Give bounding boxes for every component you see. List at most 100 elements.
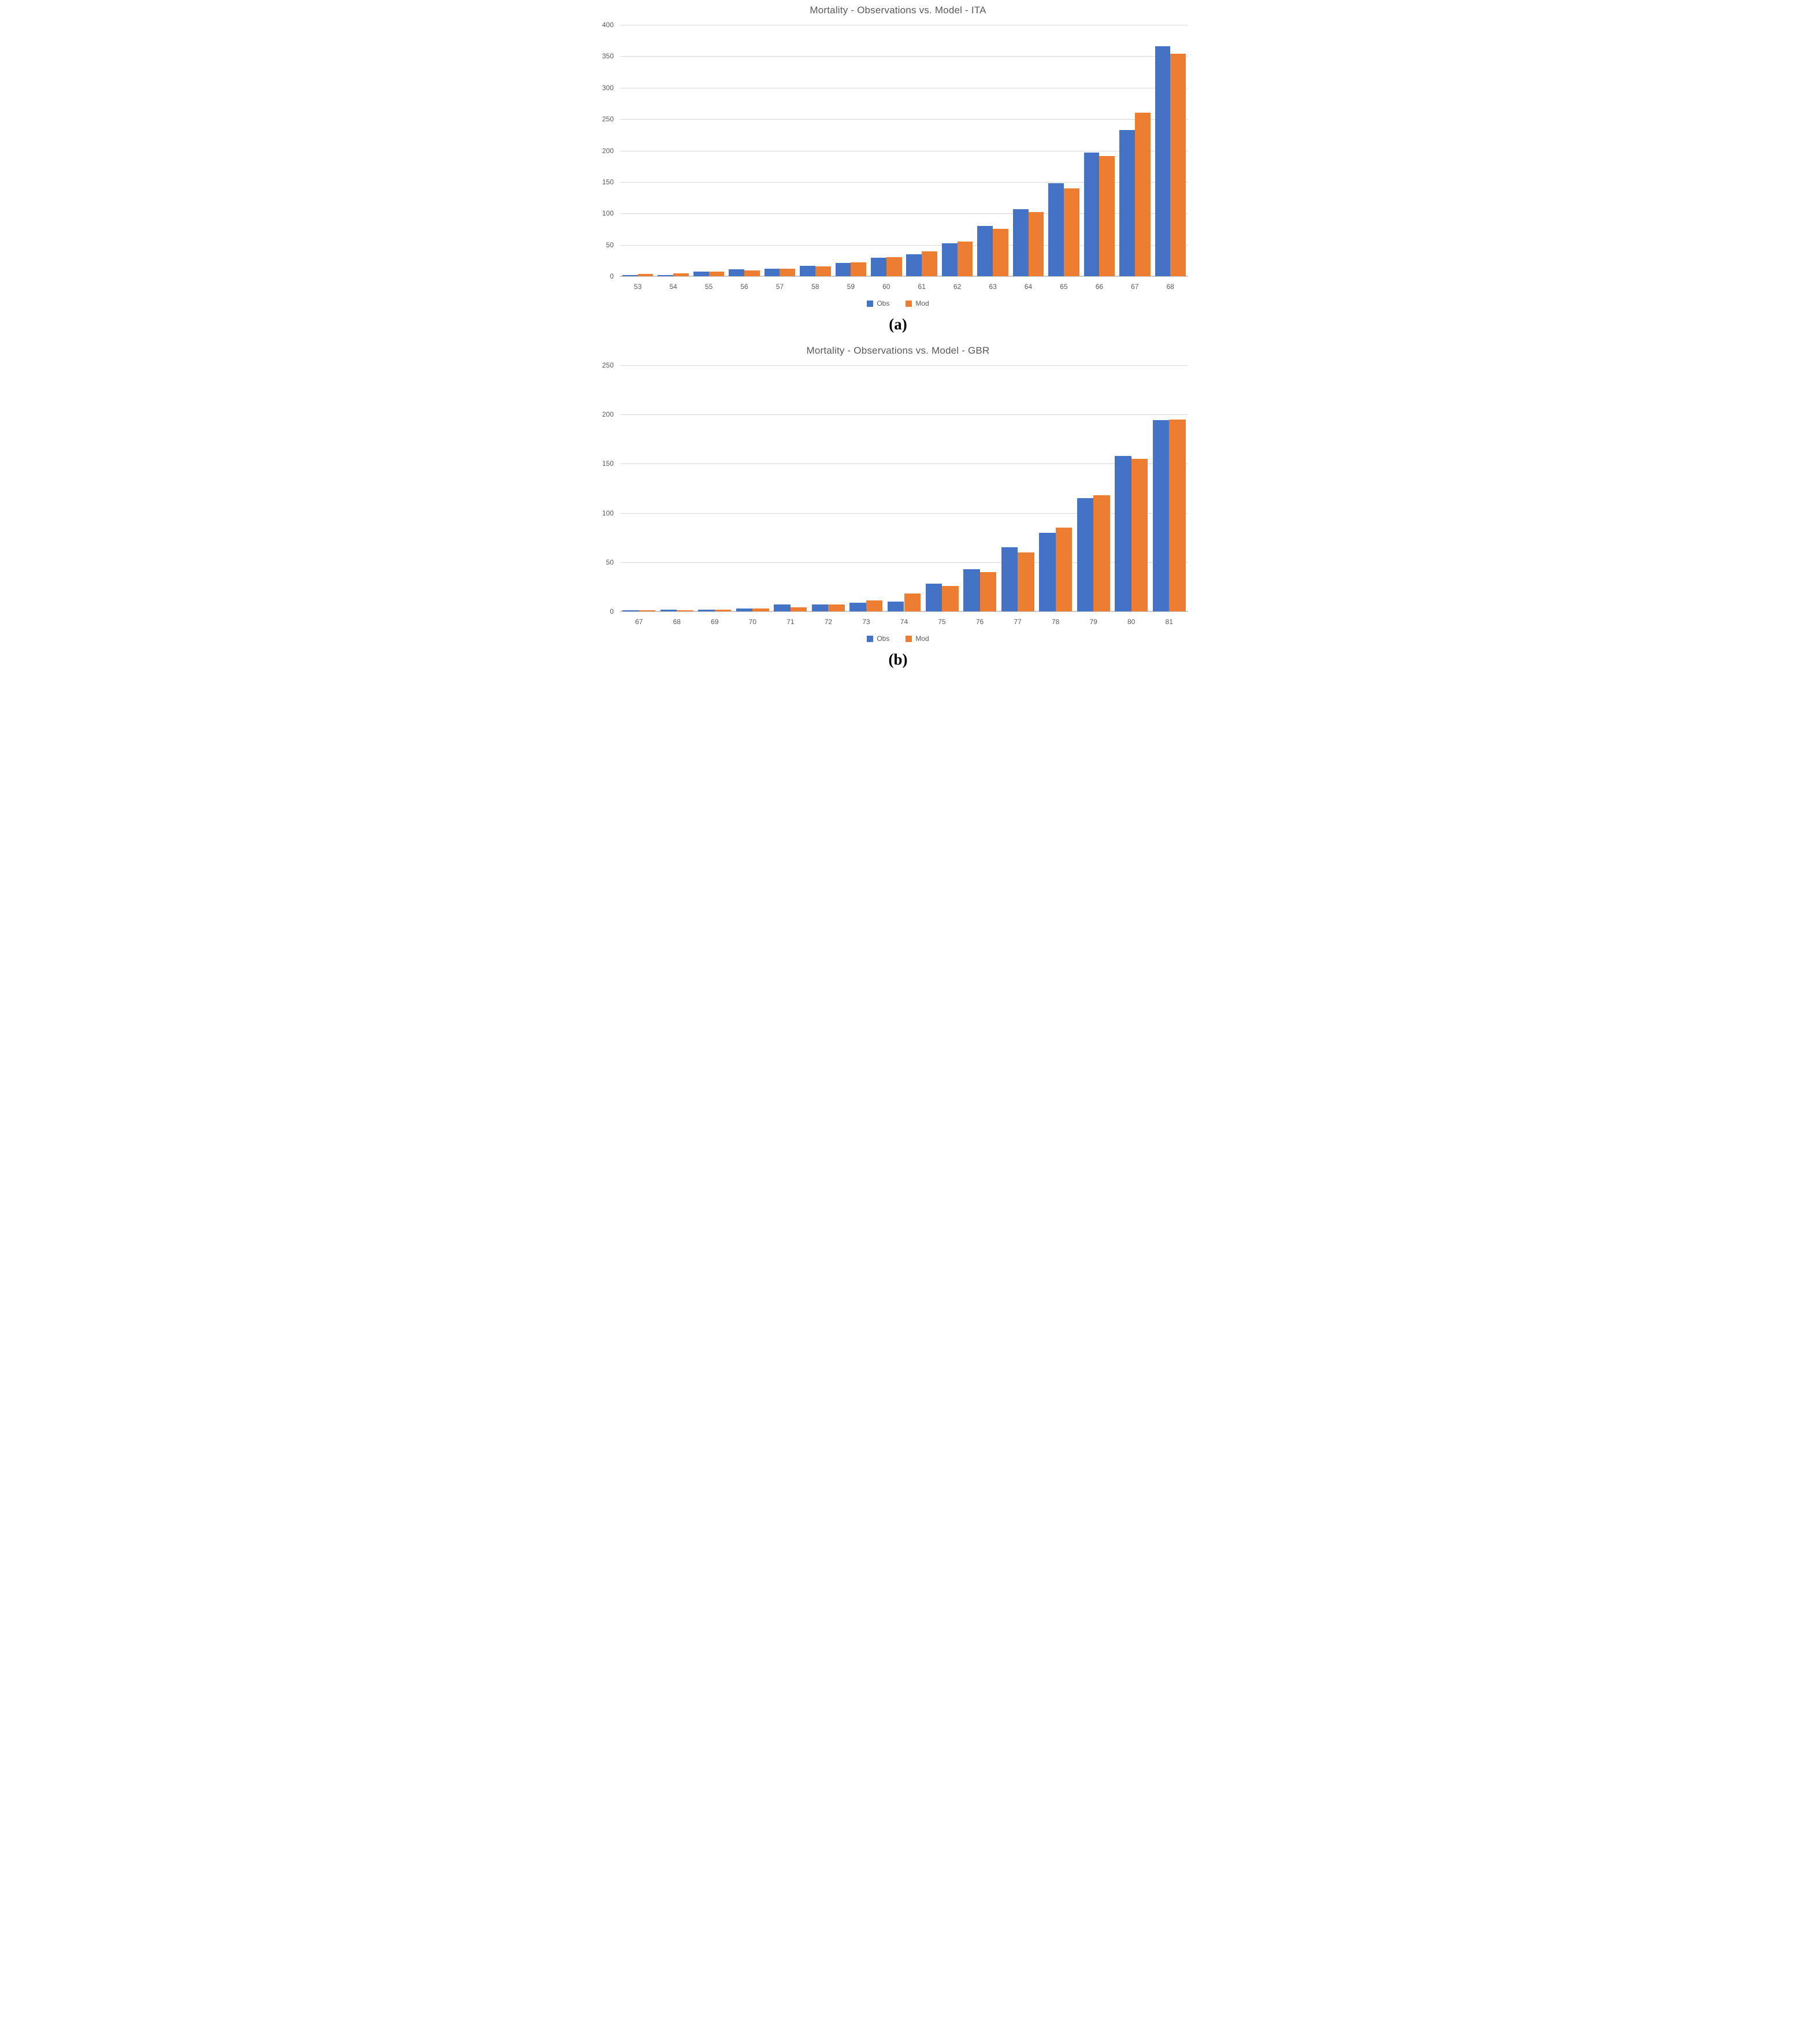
legend-item-mod: Mod xyxy=(906,299,929,307)
bar-obs-54 xyxy=(658,274,674,276)
x-axis-tick-label: 68 xyxy=(1166,283,1174,291)
bar-obs-55 xyxy=(693,272,709,276)
bar-mod-63 xyxy=(993,229,1008,276)
bar-mod-77 xyxy=(1018,552,1034,611)
figure-page: Mortality - Observations vs. Model - ITA… xyxy=(599,0,1197,681)
bar-mod-74 xyxy=(904,593,921,611)
x-axis-tick-label: 61 xyxy=(918,283,926,291)
x-axis-tick-label: 75 xyxy=(938,618,946,626)
legend-item-mod: Mod xyxy=(906,635,929,643)
x-axis-tick-label: 78 xyxy=(1051,618,1060,626)
legend-swatch-obs xyxy=(867,300,874,307)
x-axis-tick-label: 66 xyxy=(1095,283,1104,291)
bar-mod-60 xyxy=(886,257,902,276)
x-axis-tick-label: 57 xyxy=(775,283,784,291)
y-axis-tick-label: 0 xyxy=(610,607,614,615)
bar-obs-76 xyxy=(963,569,980,611)
x-axis-tick-label: 53 xyxy=(634,283,642,291)
x-axis-tick-label: 67 xyxy=(635,618,643,626)
bar-obs-67 xyxy=(1119,129,1135,276)
legend-item-obs: Obs xyxy=(867,635,889,643)
y-axis-tick-label: 150 xyxy=(602,459,614,468)
bar-mod-57 xyxy=(780,268,796,276)
bar-mod-70 xyxy=(752,608,769,611)
y-axis-tick-label: 250 xyxy=(602,115,614,124)
legend-ita: Obs Mod xyxy=(599,299,1197,307)
chart-title-ita: Mortality - Observations vs. Model - ITA xyxy=(810,5,986,16)
subfigure-label-a: (a) xyxy=(889,316,907,333)
chart-gbr-section: Mortality - Observations vs. Model - GBR… xyxy=(599,333,1197,669)
x-axis-tick-label: 67 xyxy=(1131,283,1139,291)
gridline xyxy=(620,56,1188,57)
bar-obs-77 xyxy=(1001,547,1018,611)
bar-obs-65 xyxy=(1048,183,1064,276)
bar-mod-53 xyxy=(637,273,654,276)
bar-obs-73 xyxy=(849,602,866,611)
gridline xyxy=(620,119,1188,120)
bar-obs-62 xyxy=(941,243,958,276)
x-axis-tick-label: 64 xyxy=(1024,283,1033,291)
bar-obs-66 xyxy=(1083,152,1100,276)
bar-obs-68 xyxy=(1155,46,1171,276)
bar-obs-69 xyxy=(698,609,715,611)
bar-mod-62 xyxy=(957,242,973,276)
x-axis-tick-label: 56 xyxy=(740,283,748,291)
gridline xyxy=(620,213,1188,214)
x-axis-tick-label: 79 xyxy=(1089,618,1097,626)
legend-item-obs: Obs xyxy=(867,299,889,307)
bar-mod-61 xyxy=(922,251,937,276)
x-axis-tick-label: 81 xyxy=(1165,618,1173,626)
bar-obs-80 xyxy=(1115,455,1131,611)
y-axis-tick-label: 300 xyxy=(602,83,614,92)
bar-obs-72 xyxy=(811,604,829,611)
bar-obs-64 xyxy=(1012,209,1029,276)
bar-obs-79 xyxy=(1077,498,1094,611)
y-axis-tick-label: 50 xyxy=(606,558,614,566)
x-axis-tick-label: 55 xyxy=(704,283,713,291)
bar-mod-73 xyxy=(866,600,883,611)
x-axis-tick-label: 63 xyxy=(989,283,997,291)
gridline xyxy=(620,562,1188,563)
bar-obs-75 xyxy=(925,584,942,611)
bar-obs-61 xyxy=(906,254,922,276)
x-axis-tick-label: 54 xyxy=(669,283,677,291)
x-axis-tick-label: 76 xyxy=(975,618,984,626)
bar-mod-78 xyxy=(1055,528,1073,611)
gridline xyxy=(620,463,1188,465)
x-axis-tick-label: 74 xyxy=(900,618,908,626)
bar-mod-67 xyxy=(1134,113,1151,276)
x-axis-tick-label: 71 xyxy=(786,618,795,626)
y-axis-tick-label: 100 xyxy=(602,209,614,218)
bar-obs-74 xyxy=(887,601,904,611)
bar-mod-81 xyxy=(1169,419,1186,611)
y-axis-tick-label: 200 xyxy=(602,146,614,155)
bar-obs-59 xyxy=(835,263,851,276)
gridline xyxy=(620,181,1188,183)
x-axis-tick-label: 69 xyxy=(711,618,719,626)
legend-swatch-mod xyxy=(906,635,912,642)
bar-mod-58 xyxy=(815,266,831,276)
legend-label: Mod xyxy=(915,299,929,307)
legend-label: Obs xyxy=(877,635,890,643)
legend-label: Mod xyxy=(915,635,929,643)
chart-ita-section: Mortality - Observations vs. Model - ITA… xyxy=(599,0,1197,333)
x-axis-tick-label: 77 xyxy=(1014,618,1022,626)
bar-mod-76 xyxy=(979,572,997,611)
plot-area-gbr: 0 50 100 150 200 250 67 68 69 70 71 72 73 74 75 76 77 78 7… xyxy=(602,361,1188,626)
bar-obs-78 xyxy=(1039,532,1056,611)
legend-swatch-mod xyxy=(906,300,912,307)
x-axis-tick-label: 62 xyxy=(953,283,962,291)
x-axis-tick-label: 68 xyxy=(673,618,681,626)
y-axis-tick-label: 100 xyxy=(602,509,614,517)
bar-obs-68 xyxy=(660,609,677,611)
bar-mod-64 xyxy=(1028,212,1044,276)
bar-obs-57 xyxy=(764,268,780,276)
x-axis-baseline xyxy=(620,276,1188,277)
y-axis-tick-label: 400 xyxy=(602,21,614,29)
bar-mod-72 xyxy=(828,604,845,611)
bar-mod-71 xyxy=(790,607,807,611)
x-axis-baseline xyxy=(620,611,1188,612)
gridline xyxy=(620,244,1188,246)
y-axis-tick-label: 50 xyxy=(606,240,614,249)
x-axis-tick-label: 73 xyxy=(862,618,870,626)
